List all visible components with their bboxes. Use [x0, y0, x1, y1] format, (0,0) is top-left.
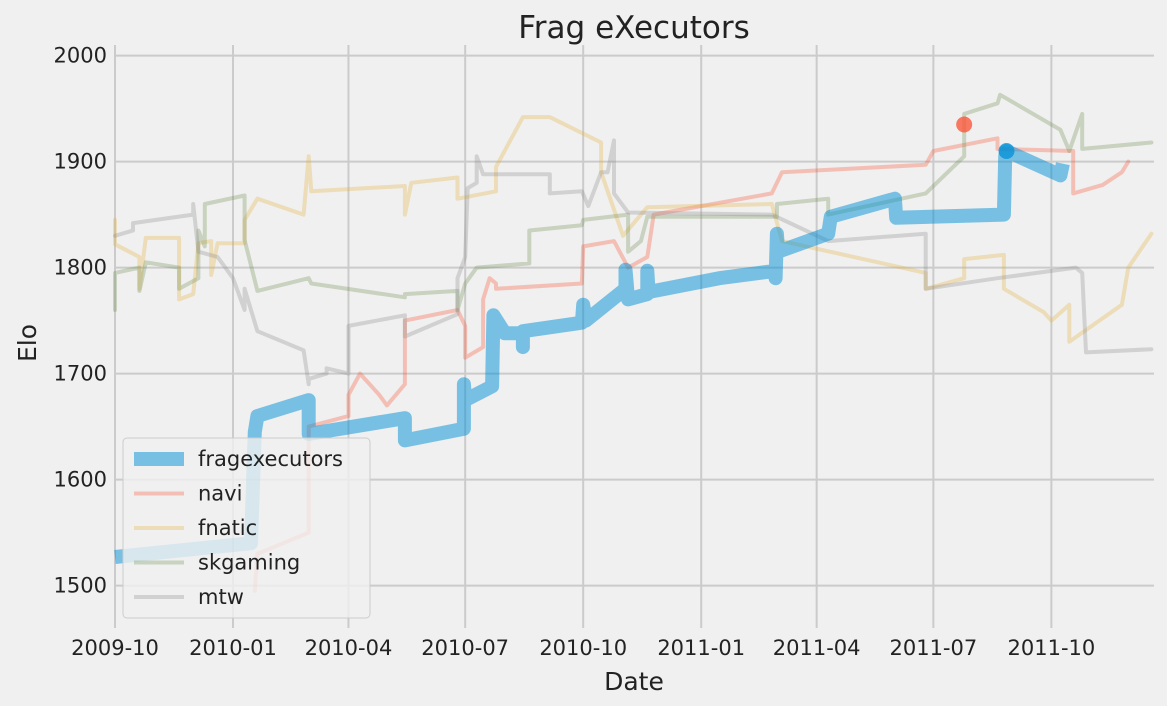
grid-layer [114, 45, 1154, 628]
series-line-fnatic [113, 115, 1154, 344]
marker-navi [956, 116, 973, 133]
x-tick-label: 2010-07 [421, 636, 509, 660]
legend-box [122, 437, 371, 619]
series-line-navi [252, 136, 1131, 593]
legend-items: fragexecutors navi fnatic skgaming mtw [134, 447, 343, 609]
series-line-mtw [113, 138, 1154, 387]
x-tick-label: 2010-01 [189, 636, 277, 660]
y-tick-label: 1500 [54, 574, 107, 598]
x-tick-label: 2011-04 [773, 636, 861, 660]
legend-label-navi: navi [198, 482, 242, 506]
chart-title: Frag eXecutors [518, 10, 750, 46]
y-axis-title: Elo [13, 324, 42, 362]
legend: fragexecutors navi fnatic skgaming mtw [122, 437, 371, 619]
legend-label-fragexecutors: fragexecutors [198, 447, 343, 471]
legend-label-skgaming: skgaming [198, 551, 300, 575]
series-line-fragexecutors [114, 144, 1070, 564]
y-tick-label: 1700 [54, 362, 107, 386]
marker-fragexecutors [998, 143, 1015, 159]
y-tick-label: 1900 [54, 150, 107, 174]
legend-label-fnatic: fnatic [198, 516, 257, 540]
x-tick-label: 2011-10 [1008, 636, 1096, 660]
y-tick-label: 2000 [54, 44, 107, 68]
legend-label-mtw: mtw [198, 585, 244, 609]
x-tick-label: 2010-10 [539, 636, 627, 660]
tick-label-layer: 1500 1600 1700 1800 1900 2000 2009-10 2010-01 20… [54, 44, 1096, 660]
marker-layer [956, 116, 1015, 159]
x-tick-label: 2009-10 [71, 636, 159, 660]
series-layer [113, 92, 1154, 593]
y-tick-label: 1600 [54, 468, 107, 492]
x-tick-label: 2011-07 [889, 636, 977, 660]
y-tick-label: 1800 [54, 256, 107, 280]
x-axis-title: Date [604, 667, 664, 696]
x-tick-label: 2010-04 [305, 636, 393, 660]
x-tick-label: 2011-01 [657, 636, 745, 660]
